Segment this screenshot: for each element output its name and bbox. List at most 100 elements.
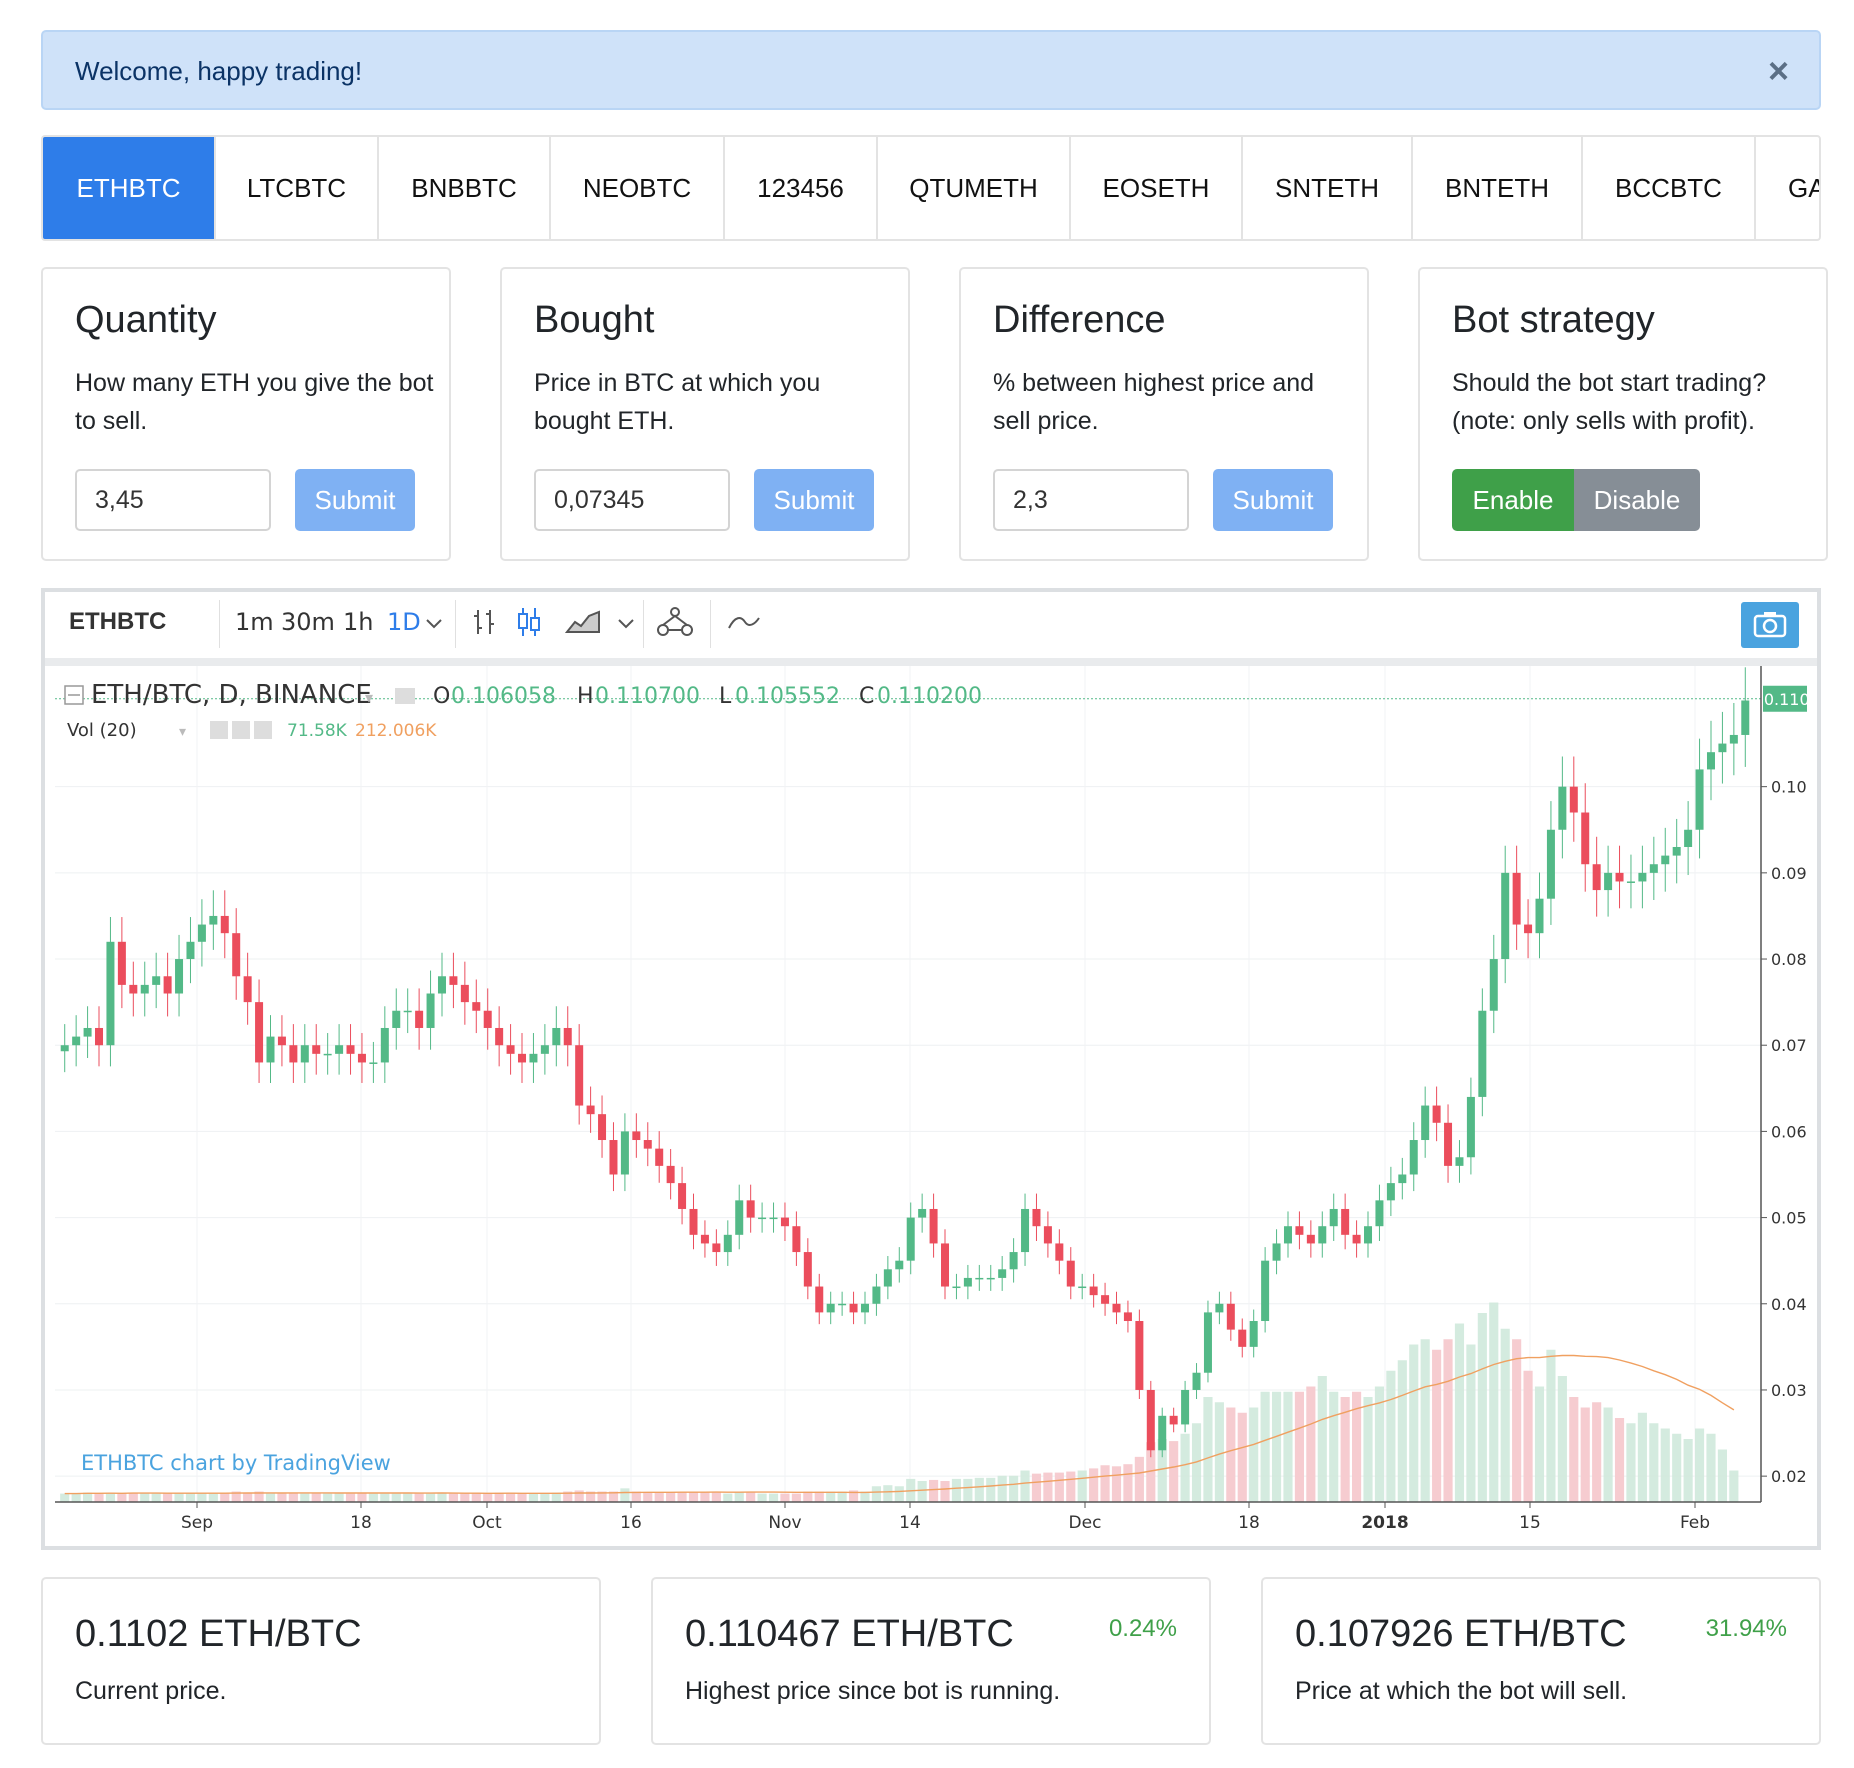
- indicators-icon[interactable]: [727, 610, 761, 634]
- x-tick-label: Dec: [1069, 1513, 1102, 1533]
- interval-1h[interactable]: 1h: [343, 608, 374, 636]
- volume-bar: [174, 1493, 184, 1502]
- candle-body: [117, 941, 126, 985]
- interval-1m[interactable]: 1m: [235, 608, 274, 636]
- tab-bnbbtc[interactable]: BNBBTC: [379, 137, 551, 239]
- close-icon[interactable]: ×: [1767, 50, 1789, 91]
- price-chart-area[interactable]: 0.020000 0.030000 0.040000 0.050000 0.060000…: [55, 666, 1847, 1539]
- volume-bar: [997, 1475, 1007, 1502]
- candle-body: [1524, 924, 1533, 934]
- disable-button[interactable]: Disable: [1574, 469, 1700, 531]
- volume-remove-icon[interactable]: [254, 721, 272, 739]
- volume-bar: [1306, 1386, 1316, 1502]
- candle-body: [1043, 1226, 1052, 1244]
- tab-qtumeth[interactable]: QTUMETH: [878, 137, 1071, 239]
- candle-body: [1226, 1303, 1235, 1330]
- candle-body: [1626, 881, 1635, 883]
- volume-bar: [163, 1493, 173, 1502]
- tab-gas[interactable]: GAS: [1788, 172, 1819, 203]
- enable-button[interactable]: Enable: [1452, 469, 1574, 531]
- candle-body: [1066, 1260, 1075, 1287]
- interval-30m[interactable]: 30m: [281, 608, 335, 636]
- bought-submit-button[interactable]: Submit: [754, 469, 874, 531]
- volume-bar: [1123, 1464, 1133, 1502]
- interval-1d[interactable]: 1D: [387, 608, 421, 636]
- candles-icon[interactable]: [515, 606, 543, 638]
- tab-bccbtc[interactable]: BCCBTC: [1583, 137, 1756, 239]
- candle-body: [1135, 1321, 1144, 1390]
- candle-body: [1558, 786, 1567, 830]
- candle-body: [1409, 1140, 1418, 1175]
- candle-body: [1318, 1226, 1327, 1244]
- candle-body: [906, 1217, 915, 1261]
- toolbar-symbol[interactable]: ETHBTC: [69, 608, 167, 635]
- tradingview-attribution-link[interactable]: ETHBTC chart by TradingView: [81, 1451, 391, 1475]
- candle-body: [1238, 1329, 1247, 1347]
- difference-submit-button[interactable]: Submit: [1213, 469, 1333, 531]
- strategy-description: Should the bot start trading? (note: onl…: [1452, 369, 1767, 435]
- volume-bar: [1386, 1370, 1396, 1502]
- tab-neobtc[interactable]: NEOBTC: [551, 137, 725, 239]
- volume-bar: [1420, 1339, 1430, 1502]
- volume-bar: [1569, 1397, 1579, 1502]
- volume-bar: [220, 1492, 230, 1502]
- volume-bar: [460, 1493, 470, 1502]
- compare-icon[interactable]: [655, 604, 695, 638]
- difference-input[interactable]: 2,3: [993, 469, 1189, 531]
- candle-body: [998, 1269, 1007, 1278]
- tab-snteth[interactable]: SNTETH: [1243, 137, 1413, 239]
- last-price-label: 0.110200: [1764, 690, 1807, 709]
- bought-card: Bought Price in BTC at which you bought …: [500, 267, 910, 561]
- volume-bar: [1409, 1344, 1419, 1502]
- volume-bar: [1191, 1423, 1202, 1502]
- volume-bar: [700, 1492, 710, 1502]
- candle-body: [129, 984, 138, 994]
- volume-eye-icon[interactable]: [210, 721, 228, 739]
- area-chart-icon[interactable]: [565, 608, 601, 636]
- tab-123456[interactable]: 123456: [725, 137, 878, 239]
- candle-body: [472, 1002, 481, 1011]
- tab-bnteth[interactable]: BNTETH: [1413, 137, 1583, 239]
- volume-chevron-icon[interactable]: ▾: [179, 723, 186, 739]
- candle-body: [803, 1252, 812, 1287]
- candle-body: [1581, 812, 1590, 865]
- volume-settings-icon[interactable]: [232, 721, 250, 739]
- chevron-down-icon[interactable]: [425, 618, 443, 630]
- volume-bar: [448, 1493, 458, 1502]
- volume-bar: [425, 1493, 436, 1502]
- volume-bar: [1466, 1344, 1476, 1502]
- legend-chevron-icon[interactable]: ▾: [365, 690, 373, 707]
- candle-body: [975, 1277, 984, 1280]
- tab-ltcbtc[interactable]: LTCBTC: [216, 137, 379, 239]
- volume-bar: [1214, 1402, 1224, 1502]
- candle-body: [929, 1208, 938, 1244]
- quantity-input[interactable]: 3,45: [75, 469, 271, 531]
- x-tick-label: Oct: [472, 1513, 502, 1533]
- legend-eye-icon[interactable]: [395, 688, 415, 704]
- candle-body: [689, 1208, 698, 1235]
- chevron-down-icon[interactable]: [617, 618, 635, 630]
- volume-bar: [414, 1493, 424, 1502]
- tradingview-widget: ETHBTC 1m 30m 1h 1D 0.0200000.0300000.: [41, 588, 1847, 1550]
- camera-icon[interactable]: [1741, 602, 1799, 648]
- tab-ethbtc[interactable]: ETHBTC: [43, 137, 216, 239]
- candle-body: [575, 1045, 584, 1106]
- tab-eoseth[interactable]: EOSETH: [1071, 137, 1243, 239]
- volume-bar: [929, 1479, 939, 1502]
- volume-bar: [1237, 1412, 1247, 1502]
- volume-ma-value: 212.006K: [355, 721, 437, 741]
- candle-body: [723, 1234, 732, 1253]
- candle-body: [700, 1234, 709, 1244]
- volume-bar: [883, 1485, 893, 1502]
- bought-input[interactable]: 0,07345: [534, 469, 730, 531]
- candle-body: [1375, 1200, 1384, 1227]
- volume-bar: [791, 1493, 801, 1502]
- volume-bar: [1249, 1407, 1259, 1502]
- candle-body: [1638, 872, 1647, 882]
- quantity-submit-button[interactable]: Submit: [295, 469, 415, 531]
- bar-chart-icon[interactable]: [470, 606, 498, 638]
- candlestick-chart[interactable]: 0.020000 0.030000 0.040000 0.050000 0.060000…: [55, 666, 1847, 1534]
- volume-bar: [974, 1477, 984, 1502]
- toolbar-divider: [643, 600, 644, 648]
- candle-body: [1386, 1183, 1395, 1201]
